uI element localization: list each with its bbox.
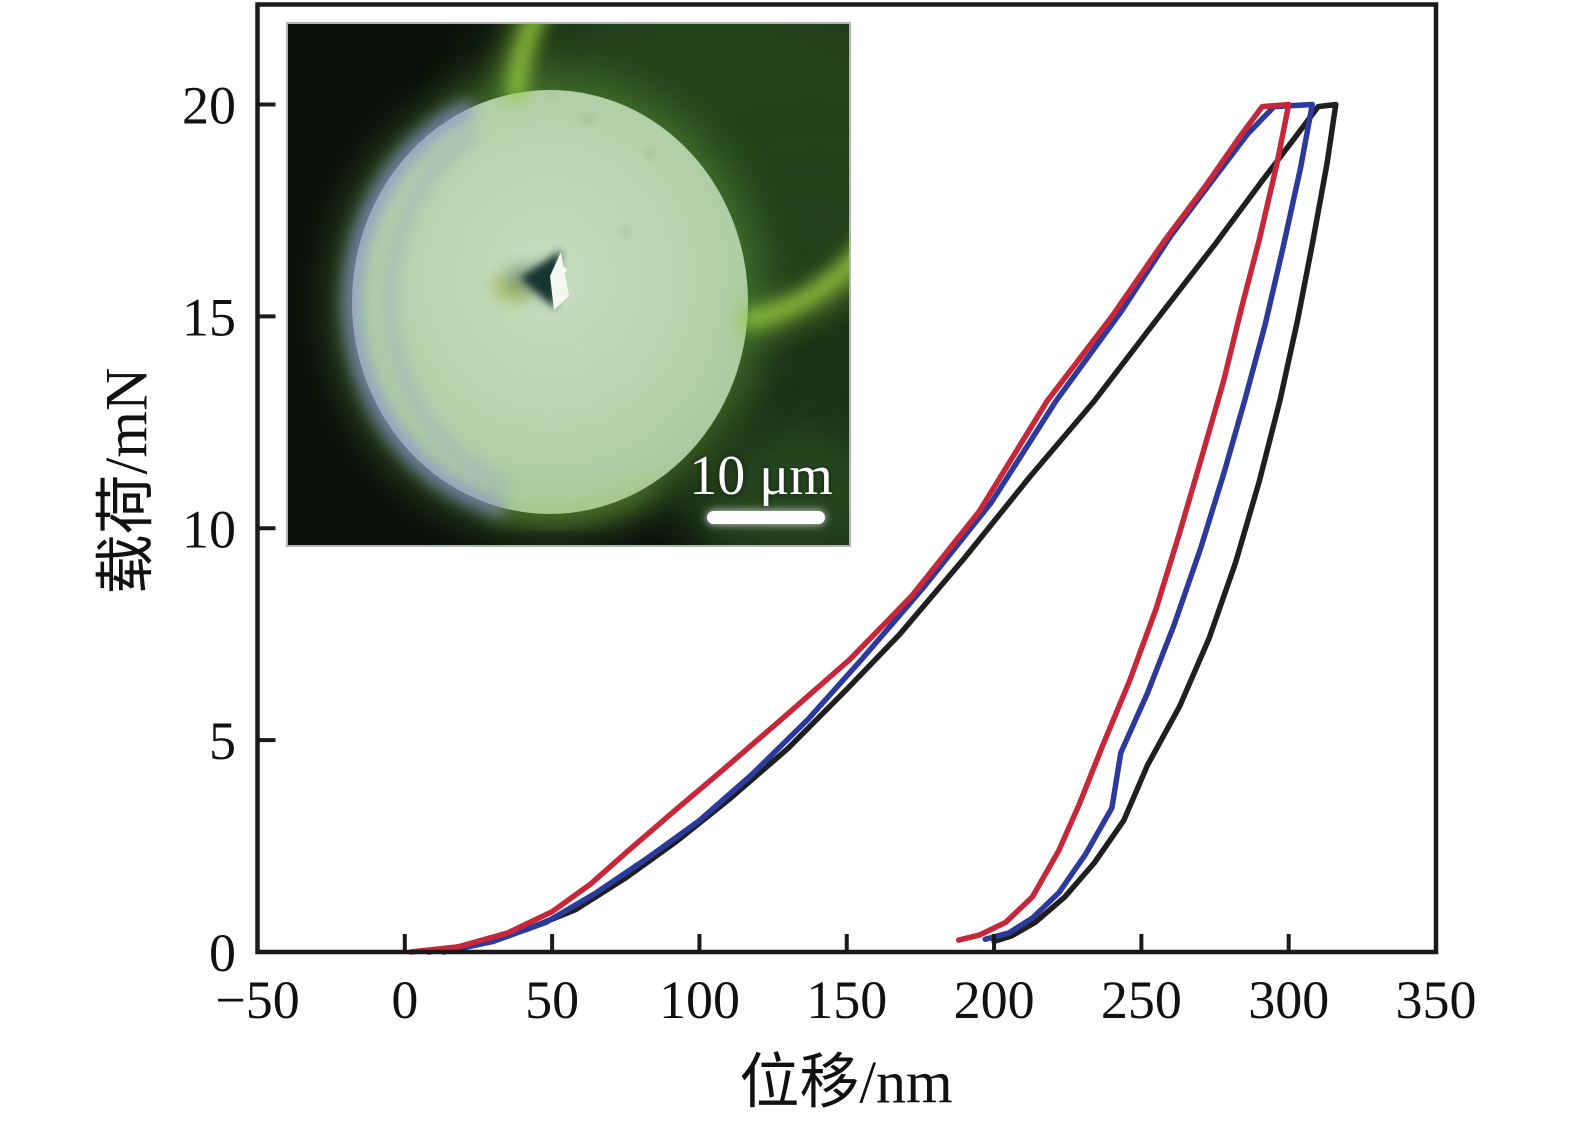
scale-bar (707, 511, 825, 524)
x-tick-label: 50 (525, 970, 579, 1030)
x-tick-label: −50 (215, 970, 299, 1030)
indent-mark (520, 250, 561, 309)
optical-micrograph-inset: 10 μm (286, 22, 851, 547)
fiber-texture-streak (416, 243, 590, 465)
y-axis-title: 载荷/mN (93, 367, 160, 595)
x-tick-label: 200 (954, 970, 1035, 1030)
y-tick-label: 0 (209, 923, 236, 983)
fiber-rim-blue-inner (385, 130, 507, 488)
series-indent-curve-red (407, 101, 1292, 955)
fiber-rim-blue (343, 102, 507, 515)
y-tick-label: 15 (182, 287, 236, 347)
y-tick-label: 5 (209, 711, 236, 771)
x-axis-title: 位移/nm (739, 1049, 953, 1116)
x-tick-label: 150 (806, 970, 887, 1030)
plot-frame (255, 2, 1439, 955)
x-tick-label: 100 (659, 970, 740, 1030)
fiber-cross-section-image (288, 24, 849, 545)
fiber-speck (549, 91, 557, 97)
indent-highlight (550, 252, 569, 310)
fiber-rim-green-bottom (493, 480, 655, 521)
fiber-speck (645, 150, 655, 158)
x-tick-label: 0 (391, 970, 418, 1030)
fiber-speck (621, 228, 631, 236)
y-tick-label: 10 (182, 499, 236, 559)
y-tick-label: 20 (182, 76, 236, 136)
x-tick-label: 350 (1396, 970, 1477, 1030)
scale-bar-label: 10 μm (689, 445, 833, 507)
x-tick-label: 250 (1101, 970, 1182, 1030)
x-tick-label: 300 (1248, 970, 1329, 1030)
fiber-speck (582, 114, 594, 124)
indent-glint (561, 267, 567, 273)
